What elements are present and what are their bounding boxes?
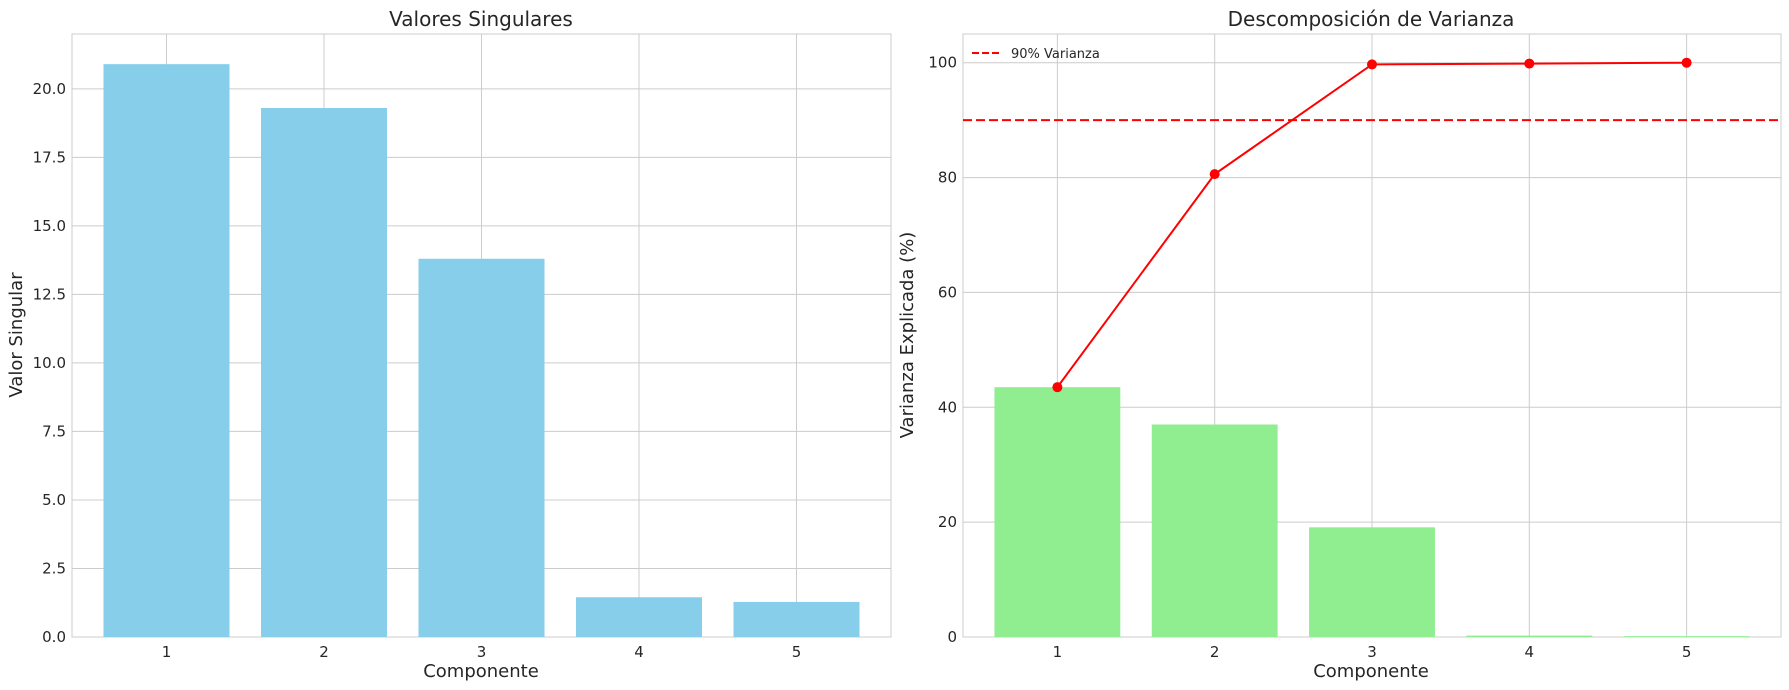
bar	[733, 601, 860, 637]
y-tick-label: 5.0	[42, 491, 66, 509]
x-axis-label-right: Componente	[1313, 661, 1429, 682]
bar	[418, 258, 545, 637]
x-tick-label: 4	[634, 643, 644, 661]
x-tick-label: 2	[1210, 643, 1220, 661]
bar	[576, 597, 702, 637]
legend-label: 90% Varianza	[1011, 47, 1100, 62]
x-tick-label: 3	[1367, 643, 1377, 661]
cumulative-point	[1681, 57, 1692, 68]
cumulative-variance-points	[1052, 57, 1692, 393]
x-ticks-right: 1 2 3 4 5	[1053, 643, 1692, 661]
x-tick-label: 1	[1053, 643, 1063, 661]
x-tick-label: 1	[162, 643, 172, 661]
y-tick-label: 0	[947, 628, 957, 646]
cumulative-point	[1209, 169, 1220, 180]
cumulative-point	[1524, 58, 1535, 69]
y-tick-label: 15.0	[33, 217, 66, 235]
x-ticks-left: 1 2 3 4 5	[162, 643, 802, 661]
x-axis-label-left: Componente	[423, 661, 539, 682]
y-tick-label: 0.0	[42, 628, 66, 646]
bars-left	[103, 64, 860, 638]
bar	[1623, 636, 1750, 637]
y-ticks-left: 0.0 2.5 5.0 7.5 10.0 12.5 15.0 17.5 20.0	[33, 80, 66, 646]
y-tick-label: 60	[938, 283, 957, 301]
y-axis-label-right: Varianza Explicada (%)	[897, 232, 918, 439]
y-axis-label-left: Valor Singular	[6, 272, 27, 398]
bars-right	[994, 387, 1750, 637]
bar	[1309, 527, 1435, 637]
cumulative-point	[1052, 382, 1063, 393]
legend: 90% Varianza	[972, 47, 1100, 62]
y-tick-label: 10.0	[33, 354, 66, 372]
y-tick-label: 20	[938, 513, 957, 531]
x-tick-label: 3	[477, 643, 487, 661]
y-tick-label: 2.5	[42, 559, 66, 577]
y-ticks-right: 0 20 40 60 80 100	[928, 54, 957, 646]
bar	[103, 64, 230, 637]
x-tick-label: 5	[1682, 643, 1692, 661]
y-tick-label: 12.5	[33, 285, 66, 303]
bar	[994, 387, 1121, 637]
cumulative-point	[1367, 59, 1377, 70]
x-tick-label: 4	[1525, 643, 1535, 661]
y-tick-label: 100	[928, 54, 957, 72]
y-tick-label: 80	[938, 169, 957, 187]
chart-title-left: Valores Singulares	[389, 7, 573, 31]
x-tick-label: 2	[319, 643, 329, 661]
y-tick-label: 40	[938, 398, 957, 416]
y-tick-label: 20.0	[33, 80, 66, 98]
chart-right: 1 2 3 4 5 0 20 40 60 80 100 90% Varianza Descompo…	[897, 7, 1782, 682]
y-tick-label: 17.5	[33, 148, 66, 166]
y-tick-label: 7.5	[42, 422, 66, 440]
x-tick-label: 5	[792, 643, 802, 661]
chart-left: 1 2 3 4 5 0.0 2.5 5.0 7.5 10.0 12.5 15.0 17.5 20.0 V…	[6, 7, 892, 682]
bar	[1151, 424, 1278, 637]
bar	[1466, 635, 1593, 637]
bar	[261, 108, 387, 638]
chart-title-right: Descomposición de Varianza	[1228, 7, 1515, 31]
